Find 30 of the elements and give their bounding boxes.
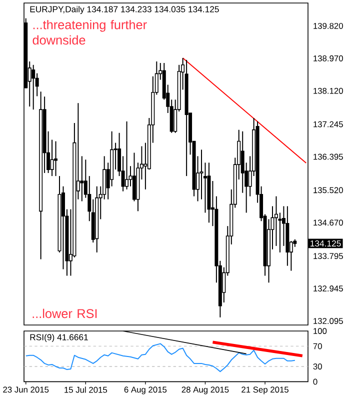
y-tick-label: 139.820	[314, 22, 343, 29]
chart-title: RSI(9) 41.6661	[30, 334, 88, 342]
candlestick	[54, 140, 58, 177]
chart-title: EURJPY,Daily 134.187 134.233 134.035 134.125	[30, 6, 219, 14]
candlestick	[132, 152, 136, 202]
candlestick	[32, 64, 36, 110]
x-tick-label: 21 Sep 2015	[242, 386, 288, 394]
x-tick-label: 28 Aug 2015	[182, 386, 229, 394]
y-tick-label: 136.395	[314, 154, 343, 160]
annotation: ...threatening further downside	[32, 20, 147, 45]
y-tick-label: 30	[313, 364, 322, 370]
x-tick-label: 15 Jul 2015	[64, 386, 108, 393]
y-tick-label: 138.120	[314, 88, 343, 94]
y-tick-label: 0	[313, 378, 318, 385]
text: 134.125	[310, 240, 341, 247]
y-tick-label: 70	[313, 343, 322, 350]
x-tick-label: 23 Jun 2015	[3, 386, 49, 393]
y-tick-label: 133.795	[314, 253, 343, 260]
y-tick-label: 132.095	[314, 318, 343, 324]
y-tick-label: 135.520	[314, 187, 343, 194]
x-tick-label: 6 Aug 2015	[124, 386, 167, 394]
y-tick-label: 100	[314, 328, 327, 334]
candlestick	[80, 156, 84, 202]
y-tick-label: 132.945	[314, 286, 343, 292]
candlestick	[125, 120, 129, 190]
y-tick-label: 134.670	[314, 220, 343, 226]
y-tick-label: 138.970	[314, 55, 343, 62]
candlestick	[50, 139, 54, 177]
annotation: ...lower RSI	[32, 308, 97, 318]
y-tick-label: 137.245	[314, 121, 343, 128]
